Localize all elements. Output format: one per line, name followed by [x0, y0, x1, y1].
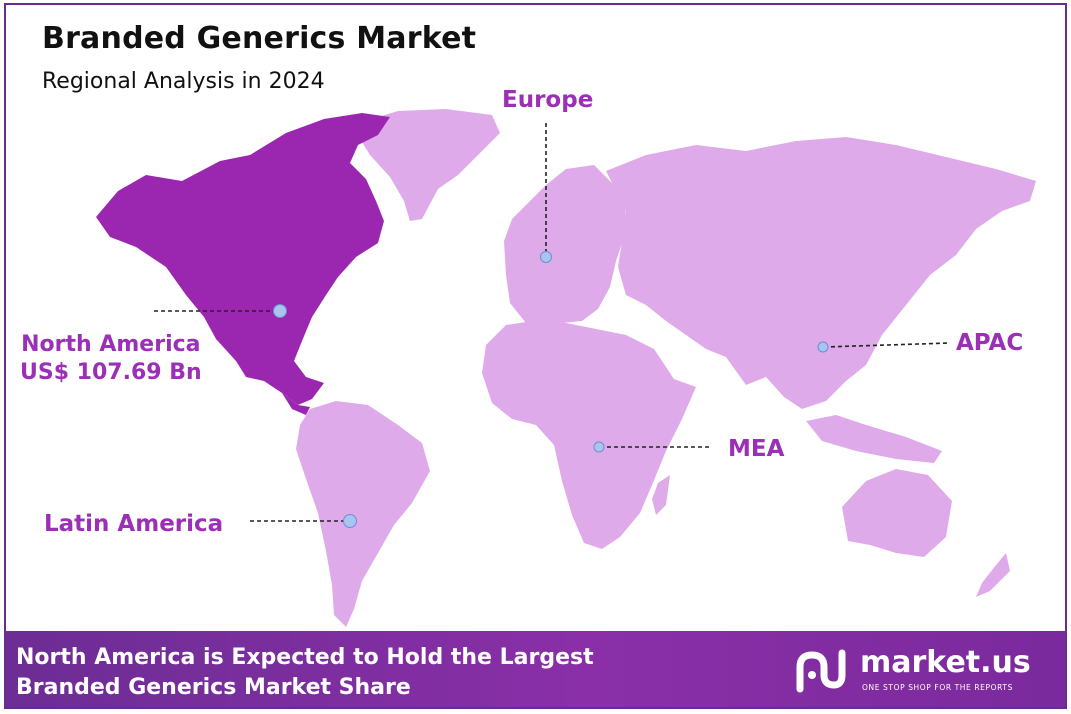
north-america-marker	[273, 304, 287, 318]
market-us-logo-icon	[796, 649, 846, 693]
madagascar-shape	[652, 475, 670, 515]
north-america-shape	[96, 113, 390, 405]
infographic-frame: Branded Generics Market Regional Analysi…	[4, 3, 1067, 709]
central-america-shape	[282, 393, 310, 415]
apac-marker	[817, 341, 829, 353]
greenland-shape	[358, 109, 500, 221]
footer-message: North America is Expected to Hold the La…	[16, 643, 594, 703]
latin-america-marker	[343, 514, 357, 528]
japan-shape	[900, 241, 934, 295]
footer-line-2: Branded Generics Market Share	[16, 675, 411, 700]
world-map	[96, 109, 1036, 627]
africa-shape	[482, 319, 696, 549]
europe-shape	[504, 165, 626, 331]
new-zealand-shape	[976, 553, 1010, 597]
southeast-asia-islands-shape	[806, 415, 942, 463]
europe-marker	[540, 251, 552, 263]
region-label-europe: Europe	[502, 87, 594, 113]
north-america-name: North America	[21, 332, 201, 357]
australia-shape	[842, 469, 952, 557]
region-label-apac: APAC	[956, 330, 1024, 356]
footer-banner: North America is Expected to Hold the La…	[6, 631, 1065, 707]
mea-marker	[593, 441, 605, 453]
asia-shape	[606, 137, 1036, 409]
apac-leader-line	[823, 342, 951, 348]
region-label-latin-america: Latin America	[44, 511, 224, 537]
brand-name: market.us	[860, 645, 1031, 680]
chart-title: Branded Generics Market	[42, 21, 477, 56]
brand-tagline: ONE STOP SHOP FOR THE REPORTS	[862, 683, 1013, 692]
south-america-shape	[296, 401, 430, 627]
chart-subtitle: Regional Analysis in 2024	[42, 69, 325, 94]
brand-logo: market.us ONE STOP SHOP FOR THE REPORTS	[794, 645, 1054, 697]
north-america-value: US$ 107.69 Bn	[20, 360, 202, 385]
footer-line-1: North America is Expected to Hold the La…	[16, 645, 594, 670]
region-label-north-america: North America US$ 107.69 Bn	[20, 331, 202, 387]
region-label-mea: MEA	[728, 436, 785, 462]
